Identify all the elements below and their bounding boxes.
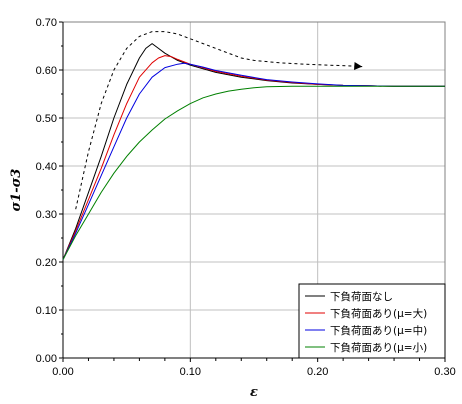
x-tick-label: 0.30 <box>434 366 455 378</box>
annotation-arrow <box>75 31 363 210</box>
dashed-arrow-path <box>75 31 363 210</box>
legend-label: 下負荷面あり(μ=大) <box>330 307 427 320</box>
y-tick-label: 0.50 <box>36 113 57 125</box>
gridlines <box>63 22 445 358</box>
x-axis-label: ε <box>250 385 258 400</box>
x-tick-label: 0.00 <box>52 366 73 378</box>
x-tick-label: 0.10 <box>180 366 201 378</box>
legend-label: 下負荷面あり(μ=中) <box>330 324 427 337</box>
series-line-3 <box>62 62 445 260</box>
series-line-4 <box>62 85 445 260</box>
tick-labels: 0.00 0.10 0.20 0.30 0.00 0.10 0.20 0.30 0.40 0.50… <box>36 17 456 378</box>
y-tick-label: 0.40 <box>36 161 57 173</box>
y-tick-label: 0.00 <box>36 353 57 365</box>
legend-label: 下負荷面あり(μ=小) <box>330 342 427 354</box>
arrow-head <box>354 62 363 70</box>
series-lines <box>62 43 445 260</box>
legend-label: 下負荷面なし <box>330 291 393 303</box>
y-tick-label: 0.20 <box>36 257 57 269</box>
y-axis-label: σ1-σ3 <box>9 169 24 212</box>
y-tick-label: 0.70 <box>36 17 57 29</box>
y-tick-label: 0.10 <box>36 305 57 317</box>
y-tick-label: 0.30 <box>36 209 57 221</box>
y-tick-label: 0.60 <box>36 65 57 77</box>
x-tick-label: 0.20 <box>307 366 328 378</box>
